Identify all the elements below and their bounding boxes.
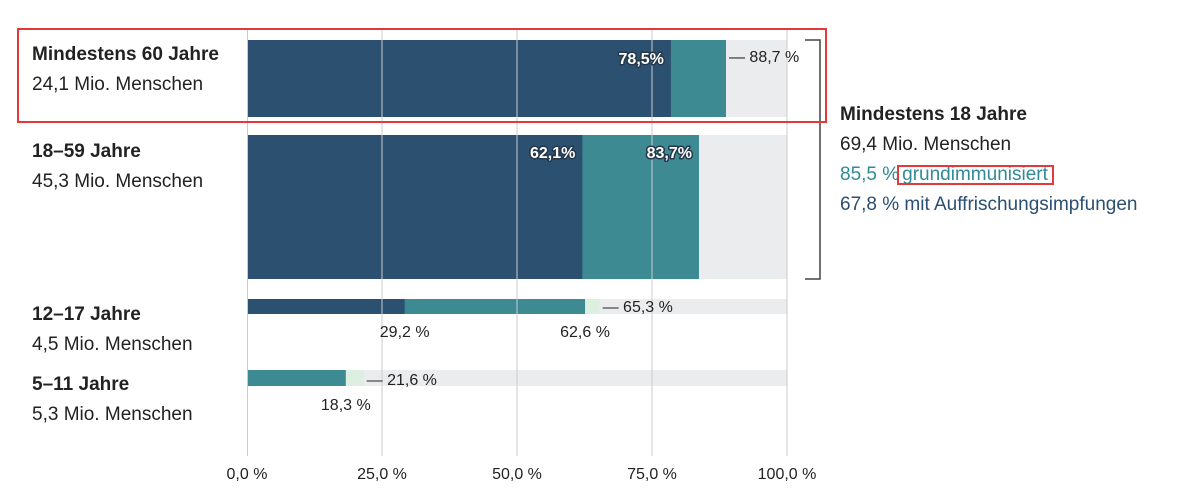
group-label-12-17: 12–17 Jahre 4,5 Mio. Menschen <box>32 300 193 360</box>
group-label-18-59: 18–59 Jahre 45,3 Mio. Menschen <box>32 137 203 197</box>
highlight-box-grundimmunisiert <box>897 165 1054 185</box>
data-label-booster-12-17-jahre: 29,2 % <box>380 324 430 341</box>
group-title: 5–11 Jahre <box>32 374 130 395</box>
adults-summary: Mindestens 18 Jahre 69,4 Mio. Menschen 8… <box>840 100 1138 220</box>
x-tick-label-75: 75,0 % <box>627 466 677 483</box>
data-label-basic-mindestens-60-jahre: — 88,7 % <box>729 49 799 66</box>
adults-title: Mindestens 18 Jahre <box>840 104 1027 125</box>
data-label-basic-5-11-jahre: 18,3 % <box>321 397 371 414</box>
data-label-booster-mindestens-60-jahre-halo: 78,5% <box>619 51 664 68</box>
bar-booster-12-17-jahre <box>247 299 405 314</box>
adults-basic-label: grundimmunisiert <box>902 164 1048 185</box>
group-label-60plus: Mindestens 60 Jahre 24,1 Mio. Menschen <box>32 40 219 100</box>
group-population: 45,3 Mio. Menschen <box>32 171 204 192</box>
group-title: 12–17 Jahre <box>32 304 141 325</box>
group-label-5-11: 5–11 Jahre 5,3 Mio. Menschen <box>32 370 193 430</box>
group-population: 24,1 Mio. Menschen <box>32 74 204 95</box>
x-tick-label-100: 100,0 % <box>758 466 817 483</box>
data-label-basic-18-59-jahre: 83,7% <box>647 145 692 162</box>
data-label-first-dose-5-11-jahre: — 21,6 % <box>367 372 437 389</box>
group-population: 4,5 Mio. Menschen <box>32 334 193 355</box>
data-label-basic-18-59-jahre-halo: 83,7% <box>647 145 692 162</box>
bar-booster-18-59-jahre <box>247 135 583 279</box>
bar-booster-mindestens-60-jahre <box>247 40 671 117</box>
adults-population: 69,4 Mio. Menschen <box>840 134 1012 155</box>
adults-basic-label-wrap: grundimmunisiert <box>897 164 1054 185</box>
data-label-first-dose-12-17-jahre: — 65,3 % <box>603 299 673 316</box>
group-population: 5,3 Mio. Menschen <box>32 404 193 425</box>
x-tick-label-0: 0,0 % <box>227 466 268 483</box>
data-label-booster-mindestens-60-jahre: 78,5% <box>619 51 664 68</box>
adults-booster: 67,8 % mit Auffrischungsimpfungen <box>840 194 1138 215</box>
bar-at-least-one-dose-12-17-jahre <box>585 299 600 314</box>
x-tick-label-50: 50,0 % <box>492 466 542 483</box>
data-label-booster-18-59-jahre: 62,1% <box>530 145 575 162</box>
adults-basic-value: 85,5 % <box>840 164 900 185</box>
group-title: Mindestens 60 Jahre <box>32 44 219 65</box>
adults-bracket <box>805 39 821 280</box>
bar-basic-immunized-5-11-jahre <box>247 370 346 386</box>
data-label-booster-18-59-jahre-halo: 62,1% <box>530 145 575 162</box>
x-tick-label-25: 25,0 % <box>357 466 407 483</box>
group-title: 18–59 Jahre <box>32 141 141 162</box>
adults-basic-immunized: 85,5 % grundimmunisiert <box>840 160 1138 190</box>
bar-at-least-one-dose-5-11-jahre <box>345 370 364 386</box>
highlight-box-60plus <box>17 28 827 123</box>
data-label-basic-12-17-jahre: 62,6 % <box>560 324 610 341</box>
